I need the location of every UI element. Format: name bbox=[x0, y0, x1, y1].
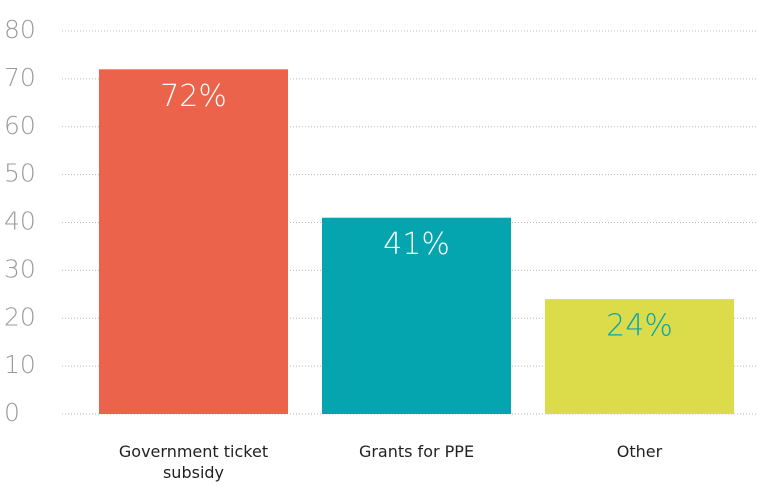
bar bbox=[99, 69, 288, 415]
value-label: 72% bbox=[160, 79, 227, 114]
x-tick-label: Grants for PPE bbox=[358, 442, 475, 461]
y-tick-label: 10 bbox=[4, 350, 36, 379]
value-label: 41% bbox=[383, 227, 450, 262]
bar bbox=[322, 217, 511, 414]
value-label: 24% bbox=[606, 309, 673, 344]
y-tick-label: 30 bbox=[4, 254, 36, 283]
x-tick-label-box: Other bbox=[616, 442, 663, 461]
y-tick-label: 70 bbox=[4, 63, 36, 92]
y-tick-label: 50 bbox=[4, 159, 36, 188]
y-tick-label: 60 bbox=[4, 111, 36, 140]
y-tick-label: 80 bbox=[4, 15, 36, 44]
x-tick-label: Government ticket subsidy bbox=[118, 442, 269, 482]
y-tick-label: 0 bbox=[4, 398, 20, 427]
y-tick-label: 40 bbox=[4, 207, 36, 236]
x-tick-label-box: Government ticket subsidy bbox=[118, 442, 269, 482]
bar bbox=[545, 299, 734, 414]
x-tick-label: Other bbox=[616, 442, 663, 461]
y-tick-label: 20 bbox=[4, 302, 36, 331]
x-tick-label-box: Grants for PPE bbox=[358, 442, 475, 461]
